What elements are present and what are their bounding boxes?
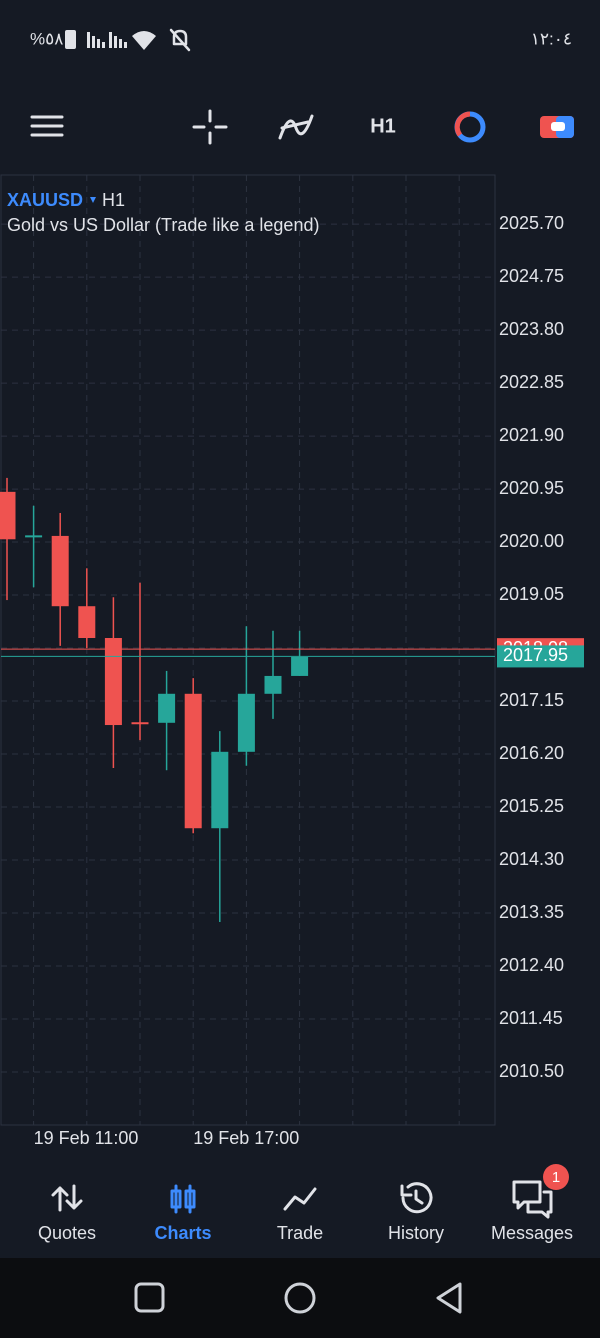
back-button[interactable] — [436, 1282, 462, 1314]
plot-frame — [0, 174, 496, 1126]
nav-item[interactable]: Messages — [491, 1180, 573, 1243]
x-tick-label: 19 Feb 17:00 — [193, 1128, 299, 1148]
bid-label-box — [497, 645, 584, 668]
menu-button[interactable] — [30, 115, 64, 137]
candle-body — [25, 535, 43, 538]
candle-body — [78, 606, 96, 639]
candle-body — [51, 535, 69, 607]
chart-title: Gold vs US Dollar (Trade like a legend) — [7, 215, 319, 235]
nav-label: Messages — [491, 1223, 573, 1243]
bottom-nav: Quotes Charts Trade History Messages 1 — [38, 1164, 573, 1243]
nav-label: Trade — [277, 1223, 323, 1243]
y-tick-label: 2017.15 — [499, 690, 564, 710]
y-tick-label: 2020.00 — [499, 531, 564, 551]
nav-label: History — [388, 1223, 444, 1243]
y-tick-label: 2022.85 — [499, 372, 564, 392]
home-button[interactable] — [284, 1282, 316, 1314]
nav-icon — [400, 1182, 433, 1214]
y-tick-label: 2023.80 — [499, 319, 564, 339]
objects-button[interactable] — [454, 111, 486, 143]
candle-body — [158, 693, 176, 723]
battery-text: %٥٨ — [30, 29, 63, 48]
chart-timeframe: H1 — [102, 190, 125, 210]
symbol-dropdown[interactable] — [90, 197, 96, 203]
nav-icon — [283, 1187, 317, 1211]
y-tick-label: 2011.45 — [499, 1008, 563, 1028]
candle-body — [0, 491, 16, 540]
nav-item[interactable]: Quotes — [38, 1184, 96, 1243]
nav-label: Charts — [154, 1223, 211, 1243]
symbol[interactable]: XAUUSD — [7, 190, 83, 210]
nav-icon — [512, 1180, 553, 1219]
x-tick-label: 19 Feb 11:00 — [34, 1128, 139, 1148]
candle-body — [264, 675, 282, 694]
y-tick-label: 2016.20 — [499, 743, 564, 763]
nav-item[interactable]: Charts — [154, 1184, 212, 1243]
y-tick-label: 2013.35 — [499, 902, 564, 922]
candle-body — [104, 638, 122, 726]
badge — [543, 1164, 569, 1190]
y-tick-label: 2025.70 — [499, 213, 564, 233]
indicators-button[interactable] — [278, 114, 314, 140]
timeframe-button[interactable]: H1 — [370, 115, 396, 137]
y-tick-label: 2019.05 — [499, 584, 564, 604]
y-tick-label: 2021.90 — [499, 425, 564, 445]
y-tick-label: 2015.25 — [499, 796, 564, 816]
y-tick-label: 2024.75 — [499, 266, 564, 286]
candle-body — [184, 693, 202, 829]
candle-body — [291, 656, 309, 676]
trade-button[interactable] — [540, 116, 574, 138]
y-tick-label: 2010.50 — [499, 1061, 564, 1081]
plot — [0, 477, 495, 922]
wifi-icon — [132, 31, 156, 50]
nav-item[interactable]: History — [388, 1182, 444, 1243]
nav-label: Quotes — [38, 1223, 96, 1243]
grid — [1, 175, 495, 1125]
candle-body — [131, 722, 149, 725]
nav-icon — [51, 1184, 83, 1212]
y-tick-label: 2020.95 — [499, 478, 564, 498]
system-nav — [0, 1258, 600, 1338]
clock: ١٢:٠٤ — [531, 29, 572, 48]
badge-count: 1 — [552, 1169, 560, 1186]
nav-icon — [170, 1184, 196, 1214]
candle-body — [211, 751, 229, 829]
y-tick-label: 2012.40 — [499, 955, 564, 975]
battery-icon — [65, 30, 76, 49]
y-tick-label: 2014.30 — [499, 849, 564, 869]
candle-body — [237, 693, 255, 752]
mute-icon — [169, 28, 191, 52]
bid-label: 2017.95 — [503, 645, 568, 665]
nav-item[interactable]: Trade — [277, 1187, 323, 1243]
signal-icon — [87, 32, 127, 48]
recents-button[interactable] — [134, 1282, 165, 1313]
crosshair-button[interactable] — [192, 109, 228, 145]
